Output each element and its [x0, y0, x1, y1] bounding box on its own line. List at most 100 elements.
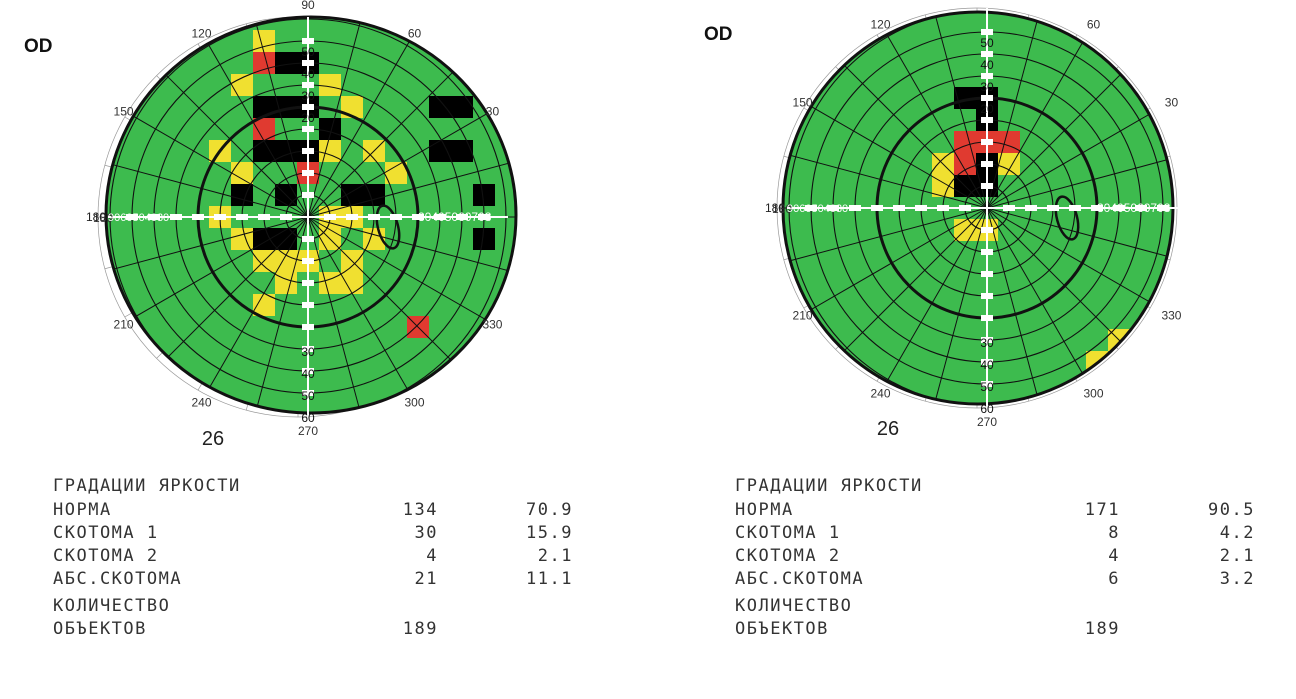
angle-label: 150	[793, 96, 813, 110]
angle-label: 180	[93, 211, 113, 225]
angle-label: 240	[870, 386, 890, 400]
axes	[108, 17, 508, 417]
defect-cell-scotoma2	[253, 52, 275, 74]
axis-tick	[302, 38, 314, 44]
axis-tick	[1157, 205, 1169, 211]
axis-value-label: 40	[301, 367, 315, 381]
visual-field-chart: 120 90 60 150 30 180 210 330 240 270 300 50 40 30 20 30…	[765, 0, 1196, 440]
grid-meridian	[783, 207, 988, 329]
axis-value-label: 40	[301, 67, 315, 81]
axis-tick	[302, 148, 314, 154]
axis-tick	[214, 214, 226, 220]
angle-label: 270	[298, 424, 318, 438]
axis-tick	[324, 214, 336, 220]
defect-cell-scotoma1	[275, 272, 297, 294]
axis-tick	[981, 381, 993, 387]
grid-meridian	[307, 216, 479, 388]
angle-label: 120	[191, 27, 211, 41]
axis-tick	[1091, 205, 1103, 211]
axis-tick	[302, 390, 314, 396]
axis-tick	[981, 51, 993, 57]
axis-value-label: 50	[980, 36, 994, 50]
axis-tick	[959, 205, 971, 211]
defect-cell-scotoma2	[954, 153, 976, 175]
axis-value-label: 40	[980, 58, 994, 72]
axis-tick	[1025, 205, 1037, 211]
defect-cell-absolute	[451, 140, 473, 162]
axis-tick	[981, 271, 993, 277]
axis-tick	[849, 205, 861, 211]
defect-cell-absolute	[429, 96, 451, 118]
axis-left-values: 9060504030	[787, 203, 848, 215]
grid-meridian	[307, 17, 429, 218]
axis-tick	[1047, 205, 1059, 211]
perimetry-panel-right: OD 120 90 60 150 30 180 210 330 240 270 300 50 40 30 2…	[690, 0, 1296, 699]
axis-tick	[346, 214, 358, 220]
axis-value-label: 50	[980, 380, 994, 394]
axis-tick	[981, 293, 993, 299]
axis-tick	[302, 324, 314, 330]
blind-spot	[375, 204, 401, 250]
axis-tick	[368, 214, 380, 220]
axis-tick	[456, 214, 468, 220]
axis-tick	[302, 302, 314, 308]
axis-left-label: 180	[765, 201, 785, 215]
defect-cell-scotoma1	[231, 228, 253, 250]
grid-meridian	[307, 154, 516, 218]
defect-cell-scotoma2	[998, 131, 1020, 153]
axis-tick	[302, 60, 314, 66]
axis-tick	[302, 258, 314, 264]
defect-cell-absolute	[341, 184, 363, 206]
axis-value-label: 60	[301, 411, 315, 425]
visual-field-chart: 120 90 60 150 30 180 210 330 240 270 300 50 40 30 20 30…	[86, 0, 518, 450]
angle-label: 150	[114, 105, 134, 119]
axis-tick	[1003, 205, 1015, 211]
axis-tick	[148, 214, 160, 220]
axis-tick	[981, 117, 993, 123]
axis-tick	[302, 170, 314, 176]
axis-tick	[915, 205, 927, 211]
defect-cell-scotoma1	[1174, 175, 1196, 197]
angle-label: 60	[1087, 18, 1101, 32]
axis-tick	[981, 161, 993, 167]
axis-left-label: 180	[86, 210, 106, 224]
defect-cell-scotoma1	[932, 175, 954, 197]
test-number: 26	[202, 428, 224, 450]
axis-value-label: 50	[301, 389, 315, 403]
defect-cell-scotoma1	[253, 294, 275, 316]
blind-spot	[1054, 195, 1080, 241]
axis-value-label: 30	[980, 80, 994, 94]
defect-cell-scotoma1	[319, 74, 341, 96]
axis-value-label: 30	[301, 345, 315, 359]
angle-label: 90	[980, 0, 994, 3]
axis-tick	[302, 82, 314, 88]
axes	[787, 8, 1187, 408]
defect-cell-scotoma1	[998, 153, 1020, 175]
axis-tick	[981, 183, 993, 189]
axis-value-label: 30	[301, 89, 315, 103]
angle-label: 270	[977, 415, 997, 429]
axis-tick	[236, 214, 248, 220]
field-border	[104, 15, 518, 415]
axis-tick	[805, 205, 817, 211]
axis-tick	[192, 214, 204, 220]
angle-label: 240	[191, 395, 211, 409]
grid-meridian	[106, 154, 309, 218]
defect-cell-absolute	[473, 184, 495, 206]
defect-cell-absolute	[451, 96, 473, 118]
angle-label: 30	[486, 105, 500, 119]
angle-label: 330	[1161, 309, 1181, 323]
axis-value-label: 40	[980, 358, 994, 372]
angle-label: 330	[482, 318, 502, 332]
axis-tick	[302, 280, 314, 286]
axis-tick	[981, 139, 993, 145]
axis-tick	[937, 205, 949, 211]
angle-label: 210	[114, 318, 134, 332]
axis-tick	[981, 227, 993, 233]
grid-meridian	[986, 145, 1173, 209]
defect-cell-scotoma1	[385, 162, 407, 184]
axis-tick	[302, 236, 314, 242]
axis-left-values: 9060504030	[108, 212, 169, 224]
axis-right-values: 30405060708	[418, 210, 492, 224]
grid-meridian	[783, 207, 988, 271]
